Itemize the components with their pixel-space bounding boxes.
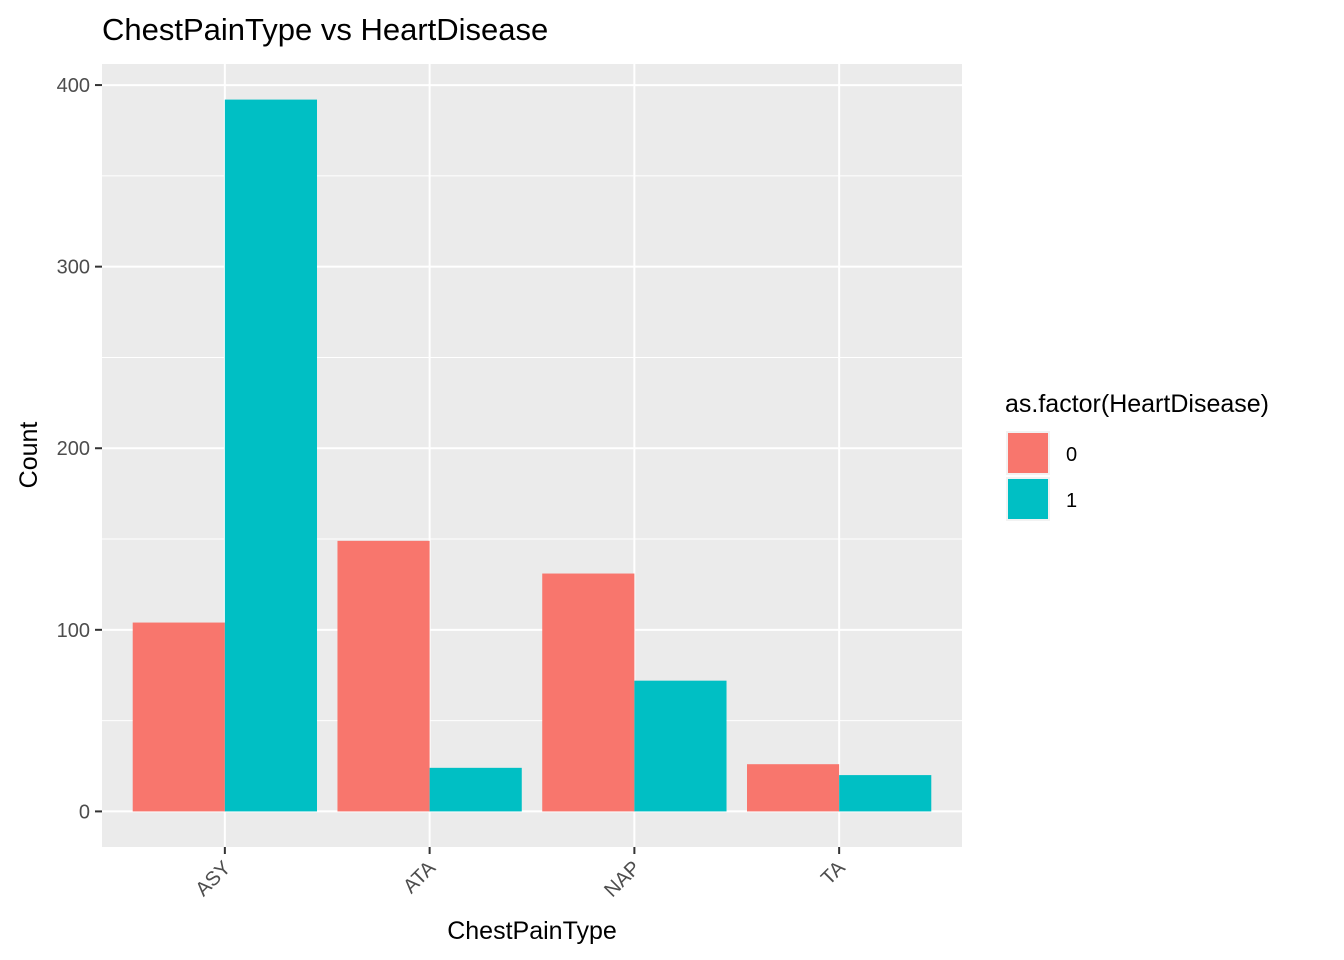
y-tick-label: 100 xyxy=(57,620,90,642)
legend-key-1 xyxy=(1008,479,1048,519)
y-axis-title: Count xyxy=(15,422,43,489)
legend-key-0 xyxy=(1008,433,1048,473)
bar-nap-1 xyxy=(634,680,727,812)
y-tick-label: 0 xyxy=(79,801,90,823)
y-tick-label: 200 xyxy=(57,438,90,460)
bar-ta-0 xyxy=(747,764,840,812)
y-tick-label: 400 xyxy=(57,75,90,97)
legend-label-0: 0 xyxy=(1066,444,1077,466)
bar-ata-1 xyxy=(429,767,522,812)
x-axis-title: ChestPainType xyxy=(447,917,617,945)
legend-title: as.factor(HeartDisease) xyxy=(1005,390,1269,418)
legend-label-1: 1 xyxy=(1066,490,1077,512)
bar-ata-0 xyxy=(337,540,430,812)
bar-asy-0 xyxy=(132,622,225,812)
x-tick-label-ta: TA xyxy=(817,857,850,890)
x-tick-label-ata: ATA xyxy=(399,857,440,898)
x-tick-label-asy: ASY xyxy=(192,857,236,901)
legend: as.factor(HeartDisease) 0 1 xyxy=(1005,390,1269,521)
x-tick-label-nap: NAP xyxy=(600,857,645,902)
bar-nap-0 xyxy=(542,573,635,812)
y-tick-label: 300 xyxy=(57,257,90,279)
bars xyxy=(132,99,932,812)
x-axis: ASY ATA NAP TA xyxy=(192,847,850,902)
bar-ta-1 xyxy=(839,775,932,812)
bar-asy-1 xyxy=(224,99,317,812)
y-axis: 0 100 200 300 400 xyxy=(57,75,102,823)
chart-title: ChestPainType vs HeartDisease xyxy=(102,12,548,47)
